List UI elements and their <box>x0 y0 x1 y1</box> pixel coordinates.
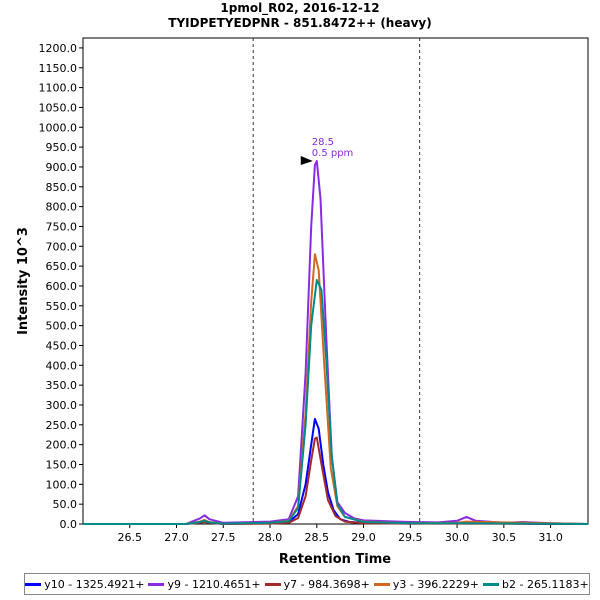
x-tick-label: 27.0 <box>164 531 189 544</box>
y-tick-label: 900.0 <box>46 161 78 174</box>
legend-label: b2 - 265.1183+ <box>502 577 589 591</box>
y-tick-label: 50.0 <box>53 498 78 511</box>
plot-area-frame <box>82 37 589 525</box>
x-tick-label: 31.0 <box>538 531 563 544</box>
y-tick-label: 800.0 <box>46 201 78 214</box>
legend-item: y9 - 1210.4651+ <box>148 577 261 591</box>
legend-swatch <box>483 582 500 586</box>
x-tick-label: 26.5 <box>118 531 143 544</box>
x-tick-label: 29.5 <box>398 531 423 544</box>
y-tick-label: 300.0 <box>46 399 78 412</box>
legend-label: y10 - 1325.4921+ <box>44 577 145 591</box>
peak-marker-arrow <box>300 155 313 165</box>
series-line <box>83 417 588 525</box>
y-tick-label: 400.0 <box>46 359 78 372</box>
legend-item: y7 - 984.3698+ <box>264 577 370 591</box>
legend-swatch <box>148 582 165 586</box>
y-tick-label: 1050.0 <box>39 101 78 114</box>
y-tick-label: 500.0 <box>46 320 78 333</box>
y-tick-label: 1200.0 <box>39 42 78 55</box>
y-axis-title: Intensity 10^3 <box>16 227 31 335</box>
series-line <box>83 279 589 525</box>
chart-subtitle: TYIDPETYEDPNR - 851.8472++ (heavy) <box>168 16 432 30</box>
legend-item: y3 - 396.2229+ <box>373 577 480 591</box>
y-tick-label: 200.0 <box>46 439 78 452</box>
y-tick-label: 550.0 <box>46 300 78 313</box>
y-tick-label: 150.0 <box>46 458 78 471</box>
peak-rt-label: 28.5 <box>312 137 334 148</box>
y-tick-label: 1150.0 <box>39 62 78 75</box>
y-tick-label: 350.0 <box>46 379 78 392</box>
y-tick-label: 100.0 <box>46 478 78 491</box>
y-tick-label: 950.0 <box>46 141 78 154</box>
legend-label: y7 - 984.3698+ <box>283 577 370 591</box>
x-tick-label: 29.0 <box>351 531 376 544</box>
x-tick-label: 28.0 <box>258 531 283 544</box>
x-tick-label: 30.0 <box>445 531 470 544</box>
y-tick-label: 650.0 <box>46 260 78 273</box>
y-tick-label: 600.0 <box>46 280 78 293</box>
y-tick-label: 1100.0 <box>39 82 78 95</box>
chart-title: 1pmol_R02, 2016-12-12 <box>220 1 380 15</box>
x-tick-label: 30.5 <box>492 531 517 544</box>
x-tick-label: 27.5 <box>211 531 236 544</box>
legend-label: y9 - 1210.4651+ <box>167 577 261 591</box>
peak-ppm-label: 0.5 ppm <box>312 148 354 159</box>
legend-label: y3 - 396.2229+ <box>392 577 480 591</box>
y-tick-label: 250.0 <box>46 419 78 432</box>
legend-swatch <box>373 582 390 586</box>
y-tick-label: 700.0 <box>46 240 78 253</box>
legend-swatch <box>25 582 42 586</box>
y-tick-label: 1000.0 <box>39 121 78 134</box>
x-tick-label: 28.5 <box>305 531 330 544</box>
legend-item: y10 - 1325.4921+ <box>25 578 144 591</box>
x-axis-title: Retention Time <box>279 552 391 567</box>
chart-legend: y10 - 1325.4921+ y9 - 1210.4651+ y7 - 984.… <box>24 573 590 595</box>
y-tick-label: 0.0 <box>60 518 78 531</box>
legend-swatch <box>264 582 281 586</box>
y-tick-label: 450.0 <box>46 339 78 352</box>
series-line <box>83 160 589 525</box>
y-tick-label: 850.0 <box>46 181 78 194</box>
legend-item: b2 - 265.1183+ <box>483 578 589 591</box>
y-tick-label: 750.0 <box>46 220 78 233</box>
